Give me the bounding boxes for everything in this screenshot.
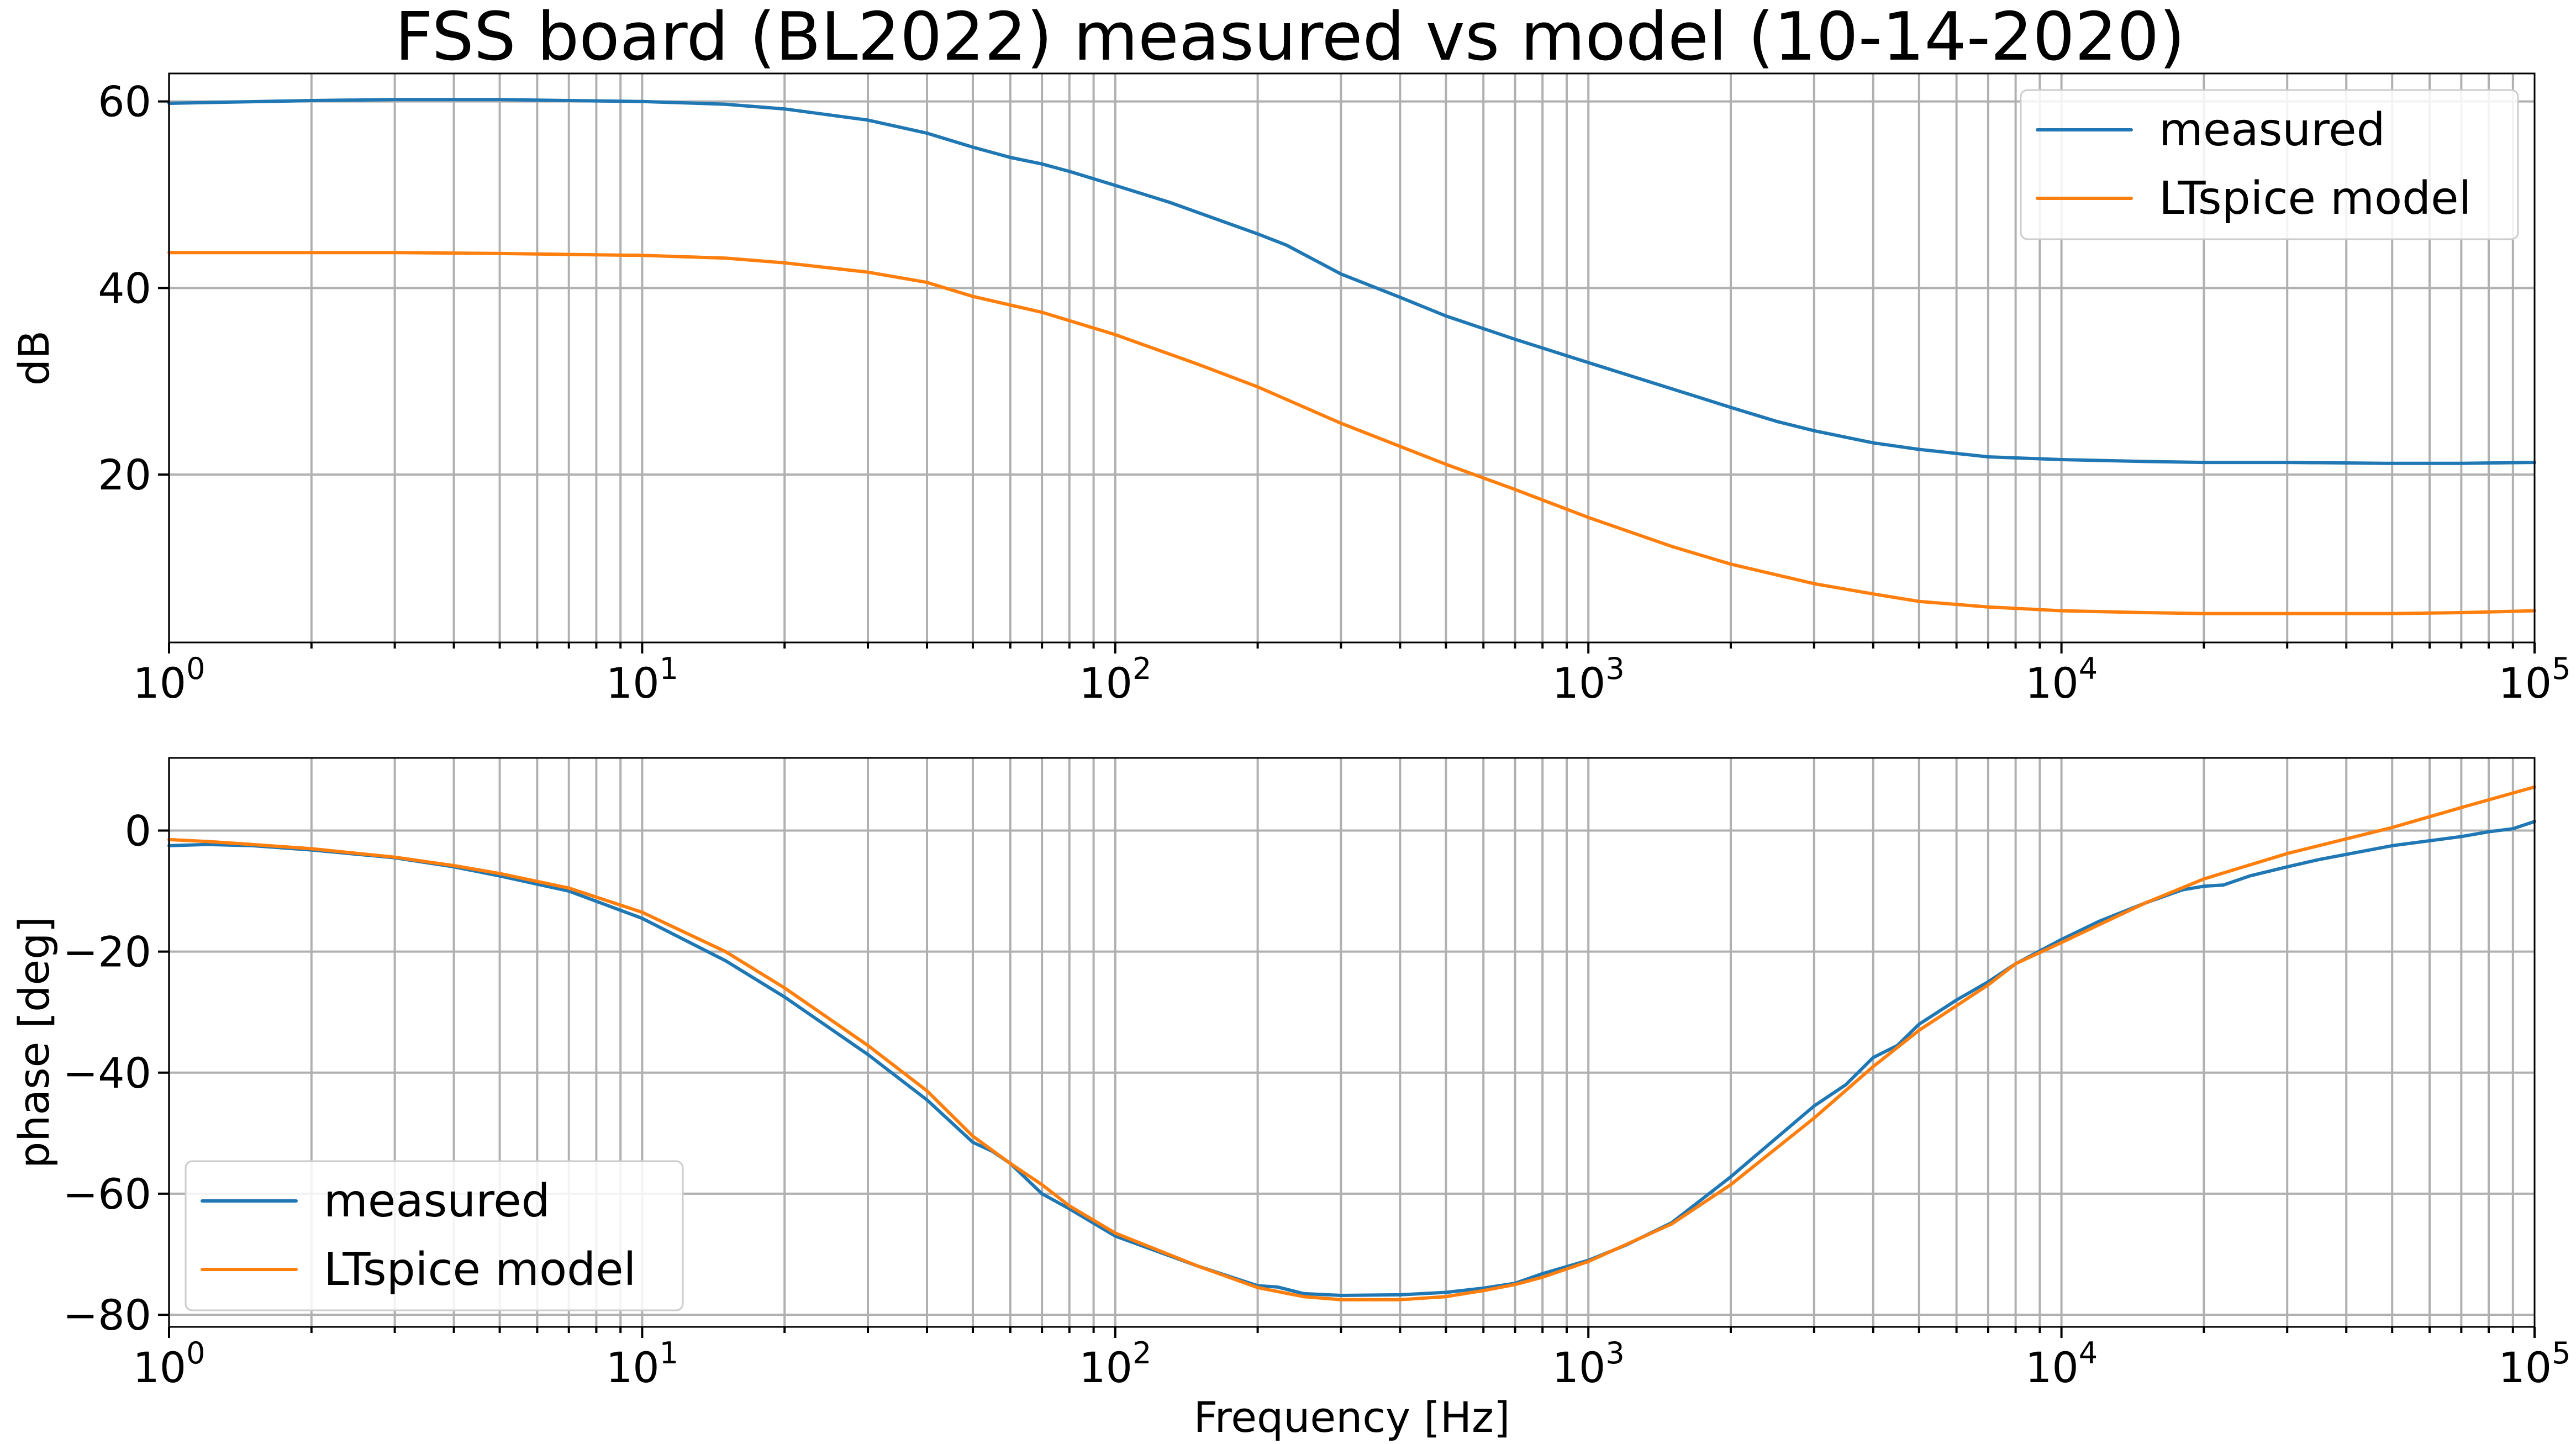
magnitude-legend-label-measured: measured [2159, 104, 2385, 156]
y-tick-label: 60 [98, 77, 151, 127]
y-tick-label: −20 [63, 927, 151, 977]
x-tick-label: 103 [1552, 651, 1625, 708]
phase-y-axis-label: phase [deg] [9, 916, 59, 1168]
x-tick-label: 104 [2025, 1336, 2098, 1392]
phase-legend: measured LTspice model [185, 1160, 684, 1311]
magnitude-x-tick-labels: 100 101 102 103 104 105 [133, 642, 2571, 708]
x-tick-label: 100 [133, 1336, 205, 1392]
magnitude-y-axis-label: dB [9, 330, 59, 386]
chart-title: FSS board (BL2022) measured vs model (10… [395, 0, 2185, 76]
magnitude-legend-label-ltspice-model: LTspice model [2159, 172, 2471, 225]
x-tick-label: 101 [606, 651, 678, 708]
x-tick-label: 100 [133, 651, 205, 708]
y-tick-label: −80 [63, 1290, 151, 1340]
x-tick-label: 103 [1552, 1336, 1625, 1392]
magnitude-legend: measured LTspice model [2020, 89, 2519, 240]
magnitude-subplot: 100 101 102 103 104 105 20 40 60 dB measured LT… [9, 72, 2571, 708]
phase-x-tick-labels: 100 101 102 103 104 105 [133, 1327, 2571, 1392]
magnitude-series [167, 98, 2536, 615]
series-line-ltspice-model [167, 251, 2536, 615]
phase-legend-label-measured: measured [324, 1175, 550, 1227]
magnitude-legend-box [2020, 89, 2519, 240]
y-tick-label: −60 [63, 1169, 151, 1219]
magnitude-axes-frame [168, 72, 2536, 644]
phase-series [167, 785, 2536, 1301]
y-tick-label: −40 [63, 1048, 151, 1098]
phase-subplot: 100 101 102 103 104 105 −80 −60 −40 −20 0 phase [… [9, 757, 2571, 1442]
x-tick-label: 105 [2498, 651, 2570, 708]
phase-y-tick-labels: −80 −60 −40 −20 0 [63, 806, 169, 1340]
x-tick-label: 105 [2498, 1336, 2570, 1392]
magnitude-grid [168, 73, 2535, 642]
y-tick-label: 40 [98, 263, 151, 313]
x-tick-label: 101 [606, 1336, 678, 1392]
phase-x-axis-label: Frequency [Hz] [1193, 1393, 1510, 1442]
series-line-ltspice-model [167, 785, 2536, 1301]
phase-legend-label-ltspice-model: LTspice model [324, 1243, 636, 1296]
y-tick-label: 0 [125, 806, 151, 855]
x-tick-label: 102 [1079, 1336, 1151, 1392]
phase-axes-frame [168, 757, 2536, 1328]
x-tick-label: 102 [1079, 651, 1151, 708]
x-tick-label: 104 [2025, 651, 2098, 708]
y-tick-label: 20 [98, 450, 151, 499]
phase-legend-box [185, 1160, 684, 1311]
series-line-measured [167, 98, 2536, 465]
magnitude-y-tick-labels: 20 40 60 [98, 77, 169, 499]
